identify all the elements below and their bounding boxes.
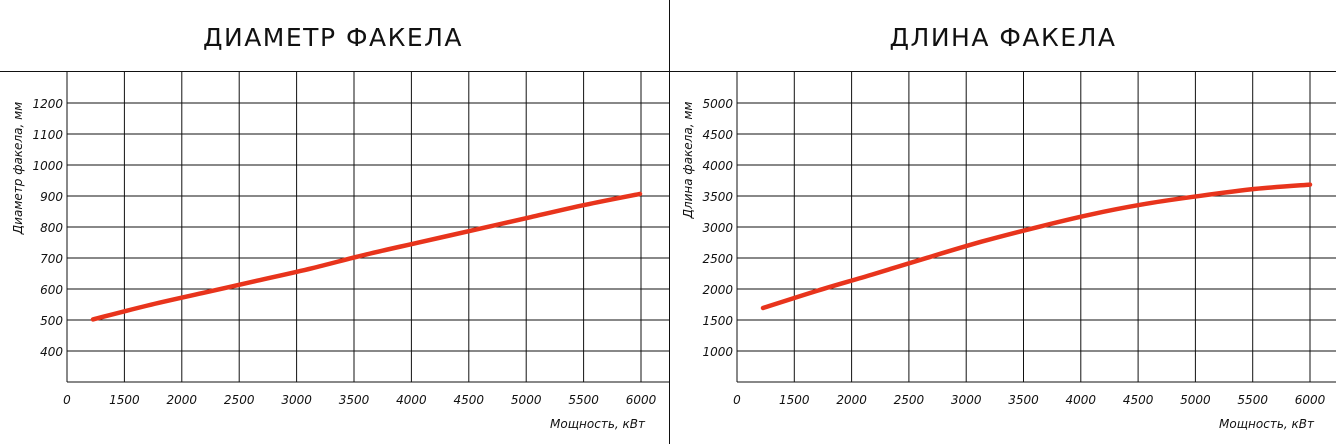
y-tick-label: 2500 <box>702 252 733 266</box>
y-tick-label: 4500 <box>702 128 733 142</box>
x-tick-label: 2000 <box>836 393 867 407</box>
y-tick-label: 900 <box>40 190 63 204</box>
y-tick-label: 4000 <box>702 159 733 173</box>
x-axis-label: Мощность, кВт <box>550 417 646 431</box>
x-tick-label: 4000 <box>396 393 427 407</box>
x-tick-label: 4000 <box>1066 393 1097 407</box>
chart-grid <box>736 72 1336 383</box>
x-tick-label: 2500 <box>894 393 925 407</box>
y-tick-label: 1100 <box>32 128 63 142</box>
y-tick-label: 1000 <box>32 159 63 173</box>
series-line <box>90 191 643 322</box>
chart-title: ДЛИНА ФАКЕЛА <box>890 23 1117 52</box>
x-tick-label: 5500 <box>1237 393 1268 407</box>
y-axis-label: Длина факела, мм <box>681 102 695 220</box>
x-axis-label: Мощность, кВт <box>1219 417 1315 431</box>
y-tick-label: 3000 <box>702 221 733 235</box>
x-tick-label: 0 <box>733 393 741 407</box>
x-tick-label: 3500 <box>1008 393 1039 407</box>
x-tick-label: 5000 <box>1180 393 1211 407</box>
y-tick-label: 400 <box>40 345 63 359</box>
y-tick-label: 3500 <box>702 190 733 204</box>
x-tick-label: 3000 <box>281 393 312 407</box>
x-tick-label: 1500 <box>779 393 810 407</box>
x-tick-label: 6000 <box>1295 393 1326 407</box>
chart-title: ДИАМЕТР ФАКЕЛА <box>203 23 463 52</box>
diameter-chart: ДИАМЕТР ФАКЕЛА 400 500 600 700 800 900 1000 110… <box>11 23 669 431</box>
x-tick-label: 3500 <box>339 393 370 407</box>
x-tick-label: 4500 <box>1123 393 1154 407</box>
x-tick-label: 1500 <box>109 393 140 407</box>
x-tick-label: 2000 <box>167 393 198 407</box>
y-tick-label: 1200 <box>32 97 63 111</box>
x-tick-label: 4500 <box>454 393 485 407</box>
y-tick-label: 600 <box>40 283 63 297</box>
x-tick-label: 5000 <box>511 393 542 407</box>
x-tick-label: 6000 <box>626 393 657 407</box>
x-tick-label: 2500 <box>224 393 255 407</box>
x-tick-label: 0 <box>63 393 71 407</box>
y-axis-ticks: 400 500 600 700 800 900 1000 1100 1200 <box>32 97 63 359</box>
x-tick-label: 5500 <box>568 393 599 407</box>
length-chart: ДЛИНА ФАКЕЛА 1000 1500 2000 2500 3000 3500 400… <box>681 23 1336 431</box>
chart-grid <box>66 72 669 383</box>
y-axis-label: Диаметр факела, мм <box>11 102 25 235</box>
y-tick-label: 2000 <box>702 283 733 297</box>
y-tick-label: 500 <box>40 314 63 328</box>
y-tick-label: 1000 <box>702 345 733 359</box>
y-tick-label: 700 <box>40 252 63 266</box>
y-axis-ticks: 1000 1500 2000 2500 3000 3500 4000 4500 5000 <box>702 97 733 359</box>
y-tick-label: 5000 <box>702 97 733 111</box>
y-tick-label: 800 <box>40 221 63 235</box>
y-tick-label: 1500 <box>702 314 733 328</box>
x-axis-ticks: 0 1500 2000 2500 3000 3500 4000 4500 5000 5500 600… <box>733 393 1325 407</box>
x-tick-label: 3000 <box>951 393 982 407</box>
series-line <box>760 182 1313 311</box>
x-axis-ticks: 0 1500 2000 2500 3000 3500 4000 4500 5000 5500 600… <box>63 393 656 407</box>
